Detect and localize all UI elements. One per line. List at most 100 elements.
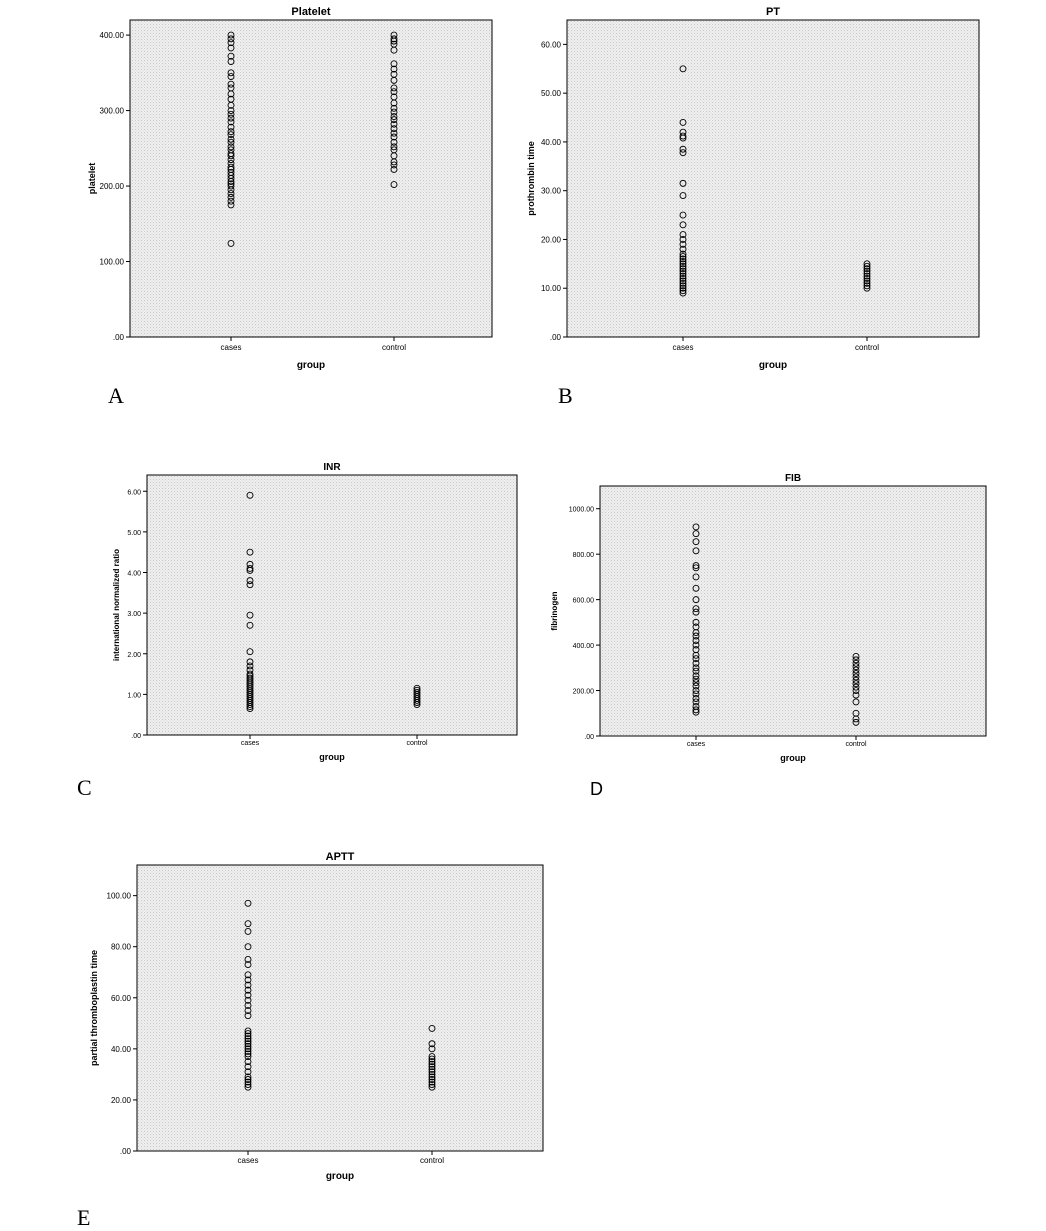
- y-tick-label: 40.00: [541, 138, 562, 147]
- y-tick-label: 20.00: [541, 235, 562, 244]
- data-point-cases: [679, 179, 687, 187]
- data-point-control: [852, 663, 860, 671]
- data-point-control: [428, 1076, 436, 1083]
- data-point-cases: [227, 128, 235, 136]
- data-point-cases: [692, 655, 700, 663]
- data-point-cases: [692, 659, 700, 667]
- x-tick-label-control: control: [855, 343, 879, 352]
- data-point-cases: [679, 132, 687, 140]
- data-point-cases: [244, 1001, 252, 1009]
- data-point-cases: [246, 703, 254, 711]
- data-point-cases: [227, 201, 235, 209]
- y-tick-label: 600.00: [573, 598, 595, 605]
- data-point-control: [428, 1040, 436, 1048]
- data-point-cases: [227, 143, 235, 151]
- data-point-cases: [227, 190, 235, 198]
- data-point-control: [428, 1055, 436, 1063]
- y-tick-label: .00: [120, 1147, 132, 1156]
- data-point-control: [413, 699, 421, 706]
- data-point-cases: [679, 275, 687, 282]
- data-point-cases: [244, 1078, 252, 1086]
- chart-title: Platelet: [291, 6, 330, 18]
- y-tick-label: 5.00: [127, 530, 141, 537]
- data-point-control: [852, 715, 860, 723]
- data-point-control: [863, 282, 871, 290]
- data-point-control: [390, 143, 398, 151]
- y-axis-label: international normalized ratio: [112, 549, 121, 661]
- data-point-control: [390, 35, 398, 43]
- data-point-cases: [692, 637, 700, 644]
- data-point-cases: [244, 943, 252, 951]
- data-point-cases: [679, 231, 687, 239]
- y-tick-label: 10.00: [541, 284, 562, 293]
- panel-d-fib: FIB .00 200.00 400.00 600.00 800.00 1000.00 cas…: [530, 455, 1046, 775]
- data-point-control: [390, 113, 398, 121]
- data-point-cases: [227, 193, 235, 201]
- data-point-cases: [679, 245, 687, 253]
- plot-area: [129, 19, 493, 338]
- data-point-cases: [679, 265, 687, 273]
- data-point-control: [863, 272, 871, 280]
- data-point-cases: [679, 134, 687, 142]
- data-point-cases: [679, 250, 687, 258]
- data-point-cases: [246, 705, 254, 713]
- data-point-control: [390, 65, 398, 73]
- x-tick-label-cases: cases: [241, 740, 260, 747]
- panel-e-aptt: APTT .00 20.00 40.00 60.00 80.00 100.00 cases co…: [0, 840, 560, 1190]
- x-tick-label-cases: cases: [221, 343, 242, 352]
- data-point-cases: [692, 682, 700, 690]
- data-point-cases: [227, 123, 235, 131]
- data-point-control: [390, 120, 398, 128]
- data-point-cases: [244, 1040, 252, 1048]
- x-tick-label-control: control: [845, 741, 866, 748]
- data-point-cases: [244, 1053, 252, 1060]
- data-point-control: [390, 37, 398, 45]
- data-point-cases: [244, 956, 252, 963]
- data-point-cases: [244, 1063, 252, 1071]
- data-point-cases: [227, 52, 235, 60]
- data-point-cases: [227, 197, 235, 205]
- data-point-cases: [692, 562, 700, 569]
- data-point-control: [413, 701, 421, 708]
- data-point-cases: [692, 632, 700, 640]
- data-point-cases: [679, 262, 687, 270]
- data-point-cases: [227, 131, 235, 139]
- data-point-control: [428, 1083, 436, 1091]
- y-tick-label: .00: [131, 733, 141, 740]
- y-tick-label: 3.00: [127, 611, 141, 618]
- data-point-control: [428, 1063, 436, 1071]
- data-point-control: [390, 60, 398, 68]
- data-point-cases: [692, 530, 700, 538]
- plot-area: [146, 474, 518, 736]
- y-tick-label: 60.00: [111, 994, 132, 1003]
- chart-platelet: Platelet .00 100.00 200.00 300.00 400.00 cases…: [87, 6, 493, 371]
- data-point-control: [428, 1024, 436, 1032]
- data-point-cases: [244, 1012, 252, 1020]
- data-point-cases: [246, 577, 254, 585]
- data-point-control: [390, 46, 398, 54]
- data-point-cases: [244, 1045, 252, 1053]
- data-point-cases: [244, 1050, 252, 1058]
- data-point-cases: [227, 101, 235, 109]
- data-point-control: [852, 666, 860, 674]
- data-point-cases: [244, 1027, 252, 1035]
- y-tick-label: 30.00: [541, 187, 562, 196]
- data-point-cases: [679, 277, 687, 285]
- data-point-control: [852, 659, 860, 667]
- data-point-cases: [227, 175, 235, 182]
- data-point-cases: [227, 114, 235, 122]
- chart-aptt: APTT .00 20.00 40.00 60.00 80.00 100.00 cases co…: [89, 851, 544, 1182]
- data-point-control: [390, 108, 398, 116]
- data-point-cases: [246, 662, 254, 670]
- panel-letter-c: C: [77, 775, 92, 800]
- data-point-control: [428, 1045, 436, 1053]
- data-point-control: [852, 653, 860, 660]
- data-point-control: [390, 88, 398, 96]
- data-point-cases: [227, 110, 235, 118]
- y-tick-label: 1.00: [127, 692, 141, 699]
- data-point-control: [428, 1068, 436, 1076]
- data-point-cases: [679, 211, 687, 219]
- plot-area: [599, 485, 987, 737]
- data-point-control: [428, 1065, 436, 1073]
- data-point-cases: [679, 149, 687, 157]
